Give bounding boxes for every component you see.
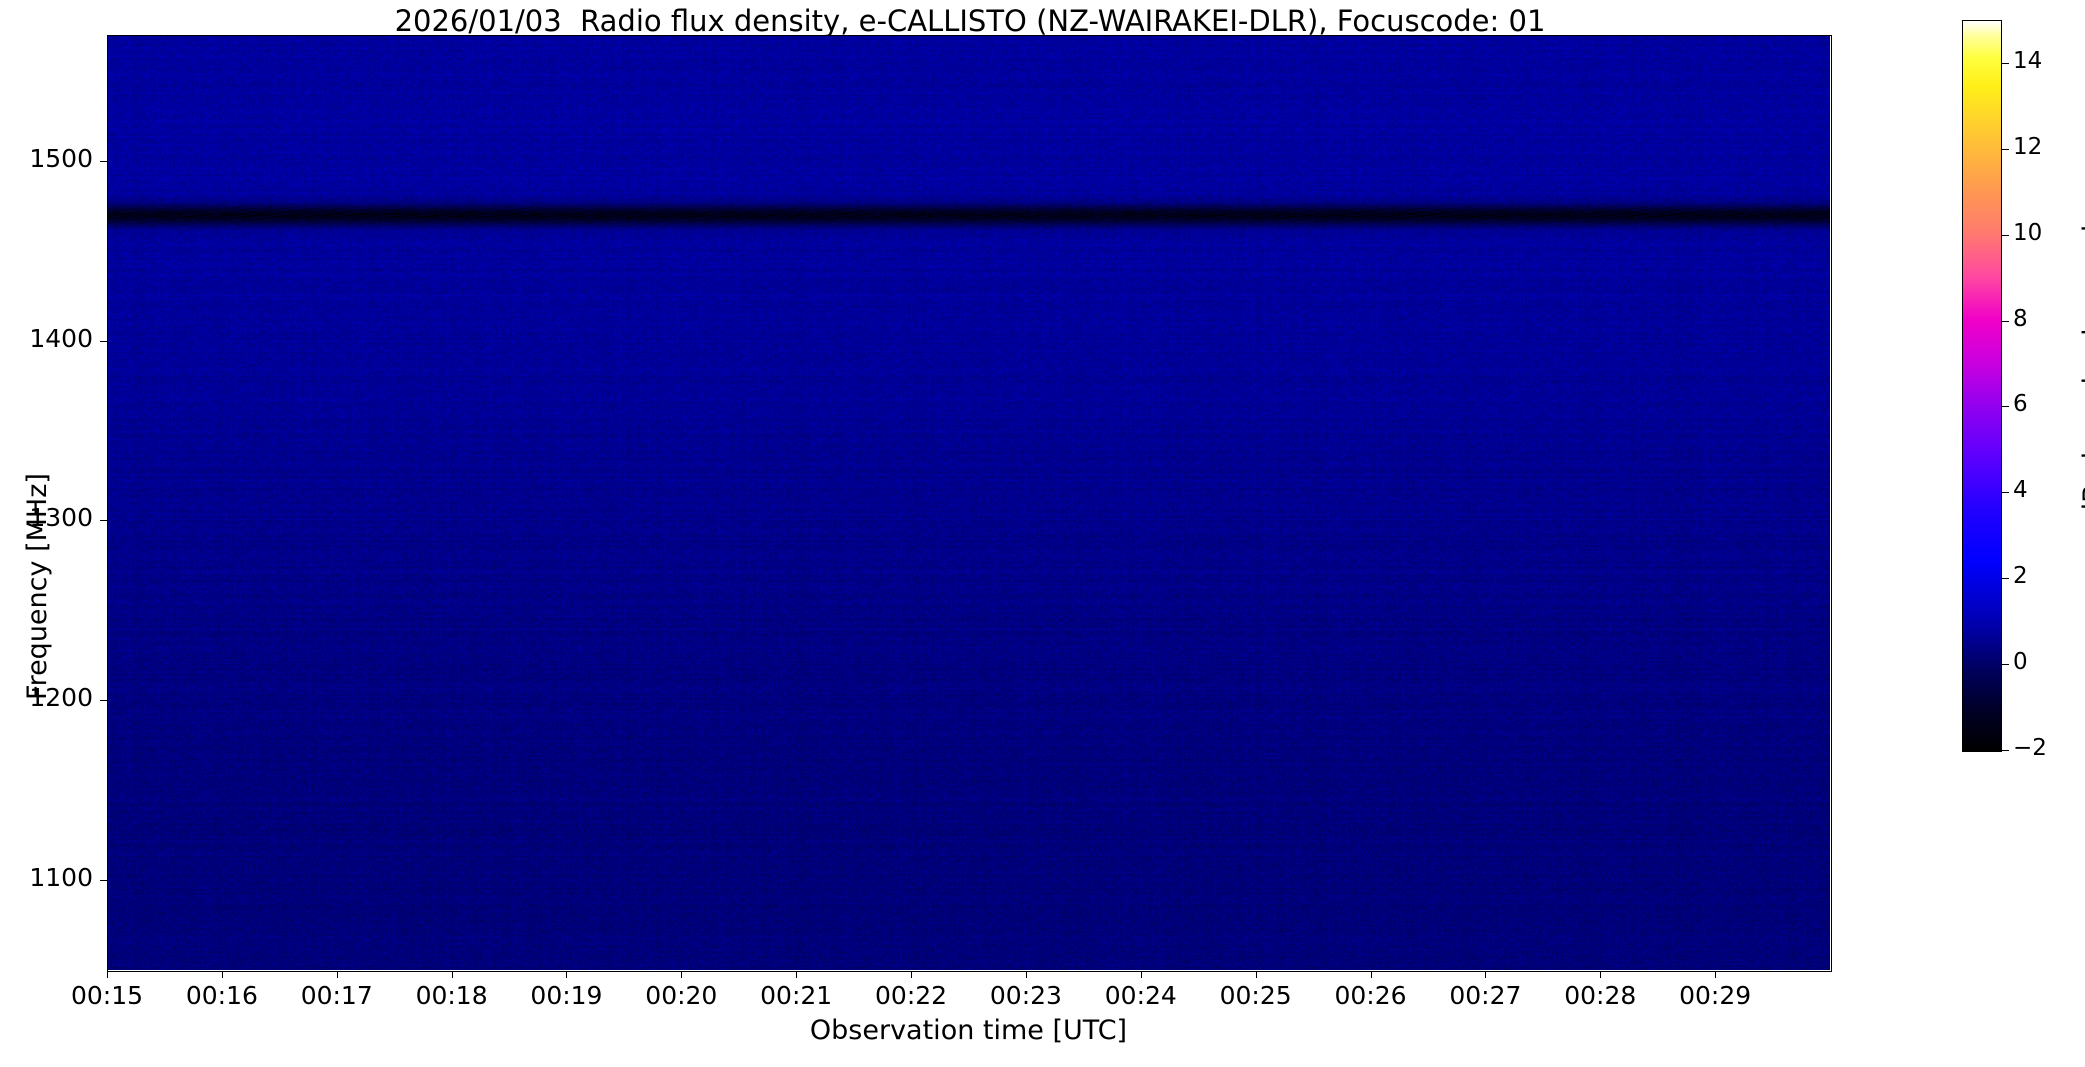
x-tick-label: 00:26 bbox=[1334, 981, 1407, 1010]
y-tick-label: 1200 bbox=[29, 683, 93, 713]
colorbar-tick-mark bbox=[2002, 492, 2009, 494]
y-tick-mark bbox=[100, 880, 107, 882]
x-tick-mark bbox=[451, 971, 453, 978]
y-tick-label: 1100 bbox=[29, 863, 93, 893]
colorbar-tick-label: 12 bbox=[2013, 133, 2043, 160]
colorbar-tick-mark bbox=[2002, 406, 2009, 408]
x-tick-mark bbox=[1140, 971, 1142, 978]
x-tick-mark bbox=[566, 971, 568, 978]
y-tick-mark bbox=[100, 160, 107, 162]
colorbar-tick-label: 14 bbox=[2013, 47, 2043, 74]
x-tick-mark bbox=[1025, 971, 1027, 978]
colorbar-tick-label: 6 bbox=[2013, 391, 2028, 418]
x-tick-mark bbox=[1715, 971, 1717, 978]
y-tick-mark bbox=[100, 520, 107, 522]
x-tick-label: 00:15 bbox=[70, 981, 144, 1010]
x-tick-label: 00:23 bbox=[989, 981, 1062, 1010]
x-tick-mark bbox=[1600, 971, 1602, 978]
y-tick-mark bbox=[100, 340, 107, 342]
x-tick-label: 00:25 bbox=[1219, 981, 1292, 1010]
x-tick-label: 00:20 bbox=[645, 981, 718, 1010]
spectrogram-plot-area[interactable] bbox=[107, 35, 1830, 970]
colorbar-tick-label: 2 bbox=[2013, 563, 2028, 590]
colorbar-tick-label: 0 bbox=[2013, 649, 2028, 676]
x-tick-label: 00:24 bbox=[1104, 981, 1177, 1010]
colorbar-tick-label: 8 bbox=[2013, 305, 2028, 332]
x-tick-mark bbox=[107, 971, 108, 978]
x-tick-label: 00:21 bbox=[760, 981, 833, 1010]
x-tick-label: 00:22 bbox=[875, 981, 948, 1010]
x-tick-mark bbox=[1255, 971, 1257, 978]
colorbar-tick-mark bbox=[2002, 234, 2009, 236]
colorbar-tick-mark bbox=[2002, 578, 2009, 580]
y-tick-label: 1400 bbox=[29, 323, 93, 353]
x-tick-mark bbox=[221, 971, 223, 978]
spectrogram-image bbox=[107, 35, 1830, 970]
colorbar-tick-mark bbox=[2002, 62, 2009, 64]
x-axis-label: Observation time [UTC] bbox=[809, 1015, 1128, 1046]
colorbar-tick-mark bbox=[2002, 320, 2009, 322]
colorbar-label: dB above background bbox=[2078, 224, 2085, 520]
y-axis-label: Frequency [MHz] bbox=[22, 473, 53, 700]
x-tick-mark bbox=[336, 971, 338, 978]
x-tick-label: 00:18 bbox=[415, 981, 488, 1010]
x-tick-label: 00:28 bbox=[1564, 981, 1637, 1010]
x-tick-mark bbox=[1370, 971, 1372, 978]
x-tick-label: 00:17 bbox=[300, 981, 373, 1010]
x-tick-mark bbox=[796, 971, 798, 978]
y-tick-label: 1500 bbox=[29, 143, 93, 173]
colorbar bbox=[1962, 20, 2002, 752]
y-tick-mark bbox=[100, 700, 107, 702]
colorbar-tick-mark bbox=[2002, 750, 2009, 751]
x-tick-label: 00:16 bbox=[185, 981, 258, 1010]
x-tick-mark bbox=[1485, 971, 1487, 978]
colorbar-tick-mark bbox=[2002, 148, 2009, 150]
x-tick-mark bbox=[911, 971, 913, 978]
colorbar-tick-label: 4 bbox=[2013, 477, 2028, 504]
colorbar-tick-mark bbox=[2002, 664, 2009, 666]
x-tick-label: 00:27 bbox=[1449, 981, 1522, 1010]
colorbar-tick-label: 10 bbox=[2013, 219, 2043, 246]
colorbar-tick-label: −2 bbox=[2013, 735, 2047, 761]
x-tick-label: 00:19 bbox=[530, 981, 603, 1010]
x-tick-mark bbox=[681, 971, 683, 978]
y-tick-label: 1300 bbox=[29, 503, 93, 533]
x-tick-label: 00:29 bbox=[1679, 981, 1752, 1010]
figure-title: 2026/01/03 Radio flux density, e-CALLIST… bbox=[394, 4, 1546, 38]
